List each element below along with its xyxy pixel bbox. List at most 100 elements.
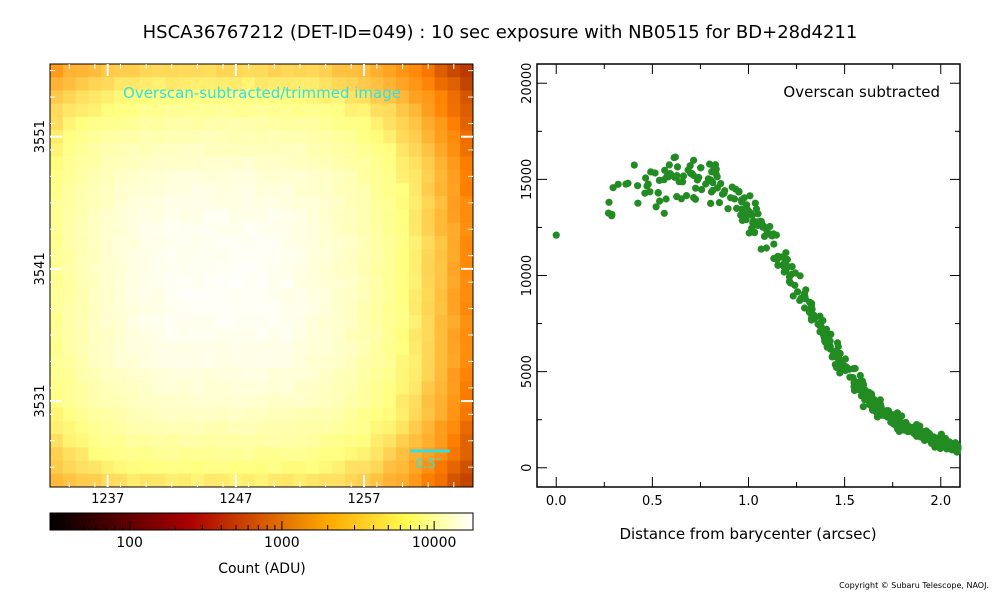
image-pixel — [460, 143, 474, 157]
image-pixel — [255, 64, 269, 78]
image-pixel — [344, 420, 359, 435]
image-pixel — [75, 182, 89, 197]
image-pixel — [126, 301, 141, 316]
image-pixel — [383, 130, 397, 144]
image-pixel — [229, 77, 243, 91]
scatter-point — [749, 219, 757, 227]
image-pixel — [408, 169, 423, 184]
scatter-point — [839, 366, 847, 374]
image-pixel — [242, 301, 256, 316]
image-pixel — [383, 354, 397, 369]
image-pixel — [357, 156, 371, 171]
image-pixel — [165, 222, 179, 237]
image-pixel — [216, 64, 230, 78]
image-pixel — [293, 64, 307, 78]
image-pixel — [357, 235, 371, 250]
image-pixel — [357, 407, 371, 422]
image-pixel — [370, 381, 384, 395]
image-pixel — [216, 434, 230, 448]
image-pixel — [75, 169, 89, 184]
scatter-point — [924, 429, 932, 437]
image-pixel — [50, 222, 64, 237]
image-pixel — [434, 460, 448, 475]
image-pixel — [319, 103, 333, 118]
image-pixel — [396, 288, 410, 303]
image-pixel — [88, 116, 102, 131]
image-pixel — [114, 169, 128, 184]
image-pixel — [191, 196, 205, 210]
scatter-point — [810, 311, 818, 319]
image-pixel — [396, 103, 410, 118]
image-pixel — [229, 196, 243, 210]
image-pixel — [293, 434, 307, 448]
image-pixel — [357, 262, 371, 276]
image-pixel — [88, 473, 102, 488]
colorbar-tick-label: 1000 — [264, 535, 300, 551]
image-pixel — [178, 182, 192, 197]
image-pixel — [216, 77, 230, 91]
image-pixel — [255, 394, 269, 409]
scatter-point — [786, 279, 795, 287]
image-pixel — [306, 143, 320, 157]
image-pixel — [229, 130, 243, 144]
image-pixel — [383, 434, 397, 448]
image-pixel — [191, 182, 205, 197]
image-pixel — [396, 235, 410, 250]
image-pixel — [229, 341, 243, 356]
image-pixel — [203, 249, 218, 263]
image-pixel — [139, 222, 153, 237]
image-pixel — [383, 64, 397, 78]
image-pixel — [293, 473, 307, 488]
image-pixel — [383, 169, 397, 184]
image-pixel — [434, 130, 448, 144]
image-pixel — [229, 116, 243, 131]
image-pixel — [383, 182, 397, 197]
image-pixel — [421, 394, 435, 409]
image-pixel — [460, 368, 474, 382]
image-pixel — [357, 116, 371, 131]
image-pixel — [280, 434, 294, 448]
image-pixel — [75, 222, 89, 237]
image-pixel — [126, 328, 141, 342]
image-pixel — [126, 394, 141, 409]
image-pixel — [421, 103, 435, 118]
image-pixel — [62, 301, 77, 316]
image-pixel — [152, 262, 166, 276]
image-pixel — [88, 182, 102, 197]
image-pixel — [319, 341, 333, 356]
image-pixel — [421, 275, 435, 290]
image-pixel — [434, 77, 448, 91]
image-pixel — [460, 235, 474, 250]
image-pixel — [126, 90, 141, 105]
image-pixel — [408, 249, 423, 263]
image-pixel — [293, 249, 307, 263]
image-pixel — [370, 209, 384, 224]
image-pixel — [216, 473, 230, 488]
scatter-point — [754, 210, 762, 218]
scatter-x-tick-label: 0.5 — [642, 494, 663, 509]
image-pixel — [165, 275, 179, 290]
image-pixel — [267, 103, 282, 118]
image-heatmap — [50, 64, 474, 488]
image-pixel — [165, 90, 179, 105]
image-pixel — [370, 90, 384, 105]
scatter-point — [914, 423, 922, 431]
image-pixel — [50, 434, 64, 448]
image-pixel — [293, 275, 307, 290]
image-pixel — [191, 235, 205, 250]
image-pixel — [191, 328, 205, 342]
image-frame — [49, 63, 474, 488]
image-pixel — [460, 103, 474, 118]
image-pixel — [203, 235, 218, 250]
image-pixel — [229, 407, 243, 422]
image-pixel — [306, 156, 320, 171]
scatter-point — [822, 325, 831, 333]
scatter-point — [673, 172, 681, 180]
scatter-point — [763, 227, 771, 235]
image-pixel — [344, 288, 359, 303]
image-pixel — [267, 460, 282, 475]
image-pixel — [50, 182, 64, 197]
image-pixel — [306, 315, 320, 329]
image-pixel — [293, 394, 307, 409]
image-pixel — [152, 394, 166, 409]
